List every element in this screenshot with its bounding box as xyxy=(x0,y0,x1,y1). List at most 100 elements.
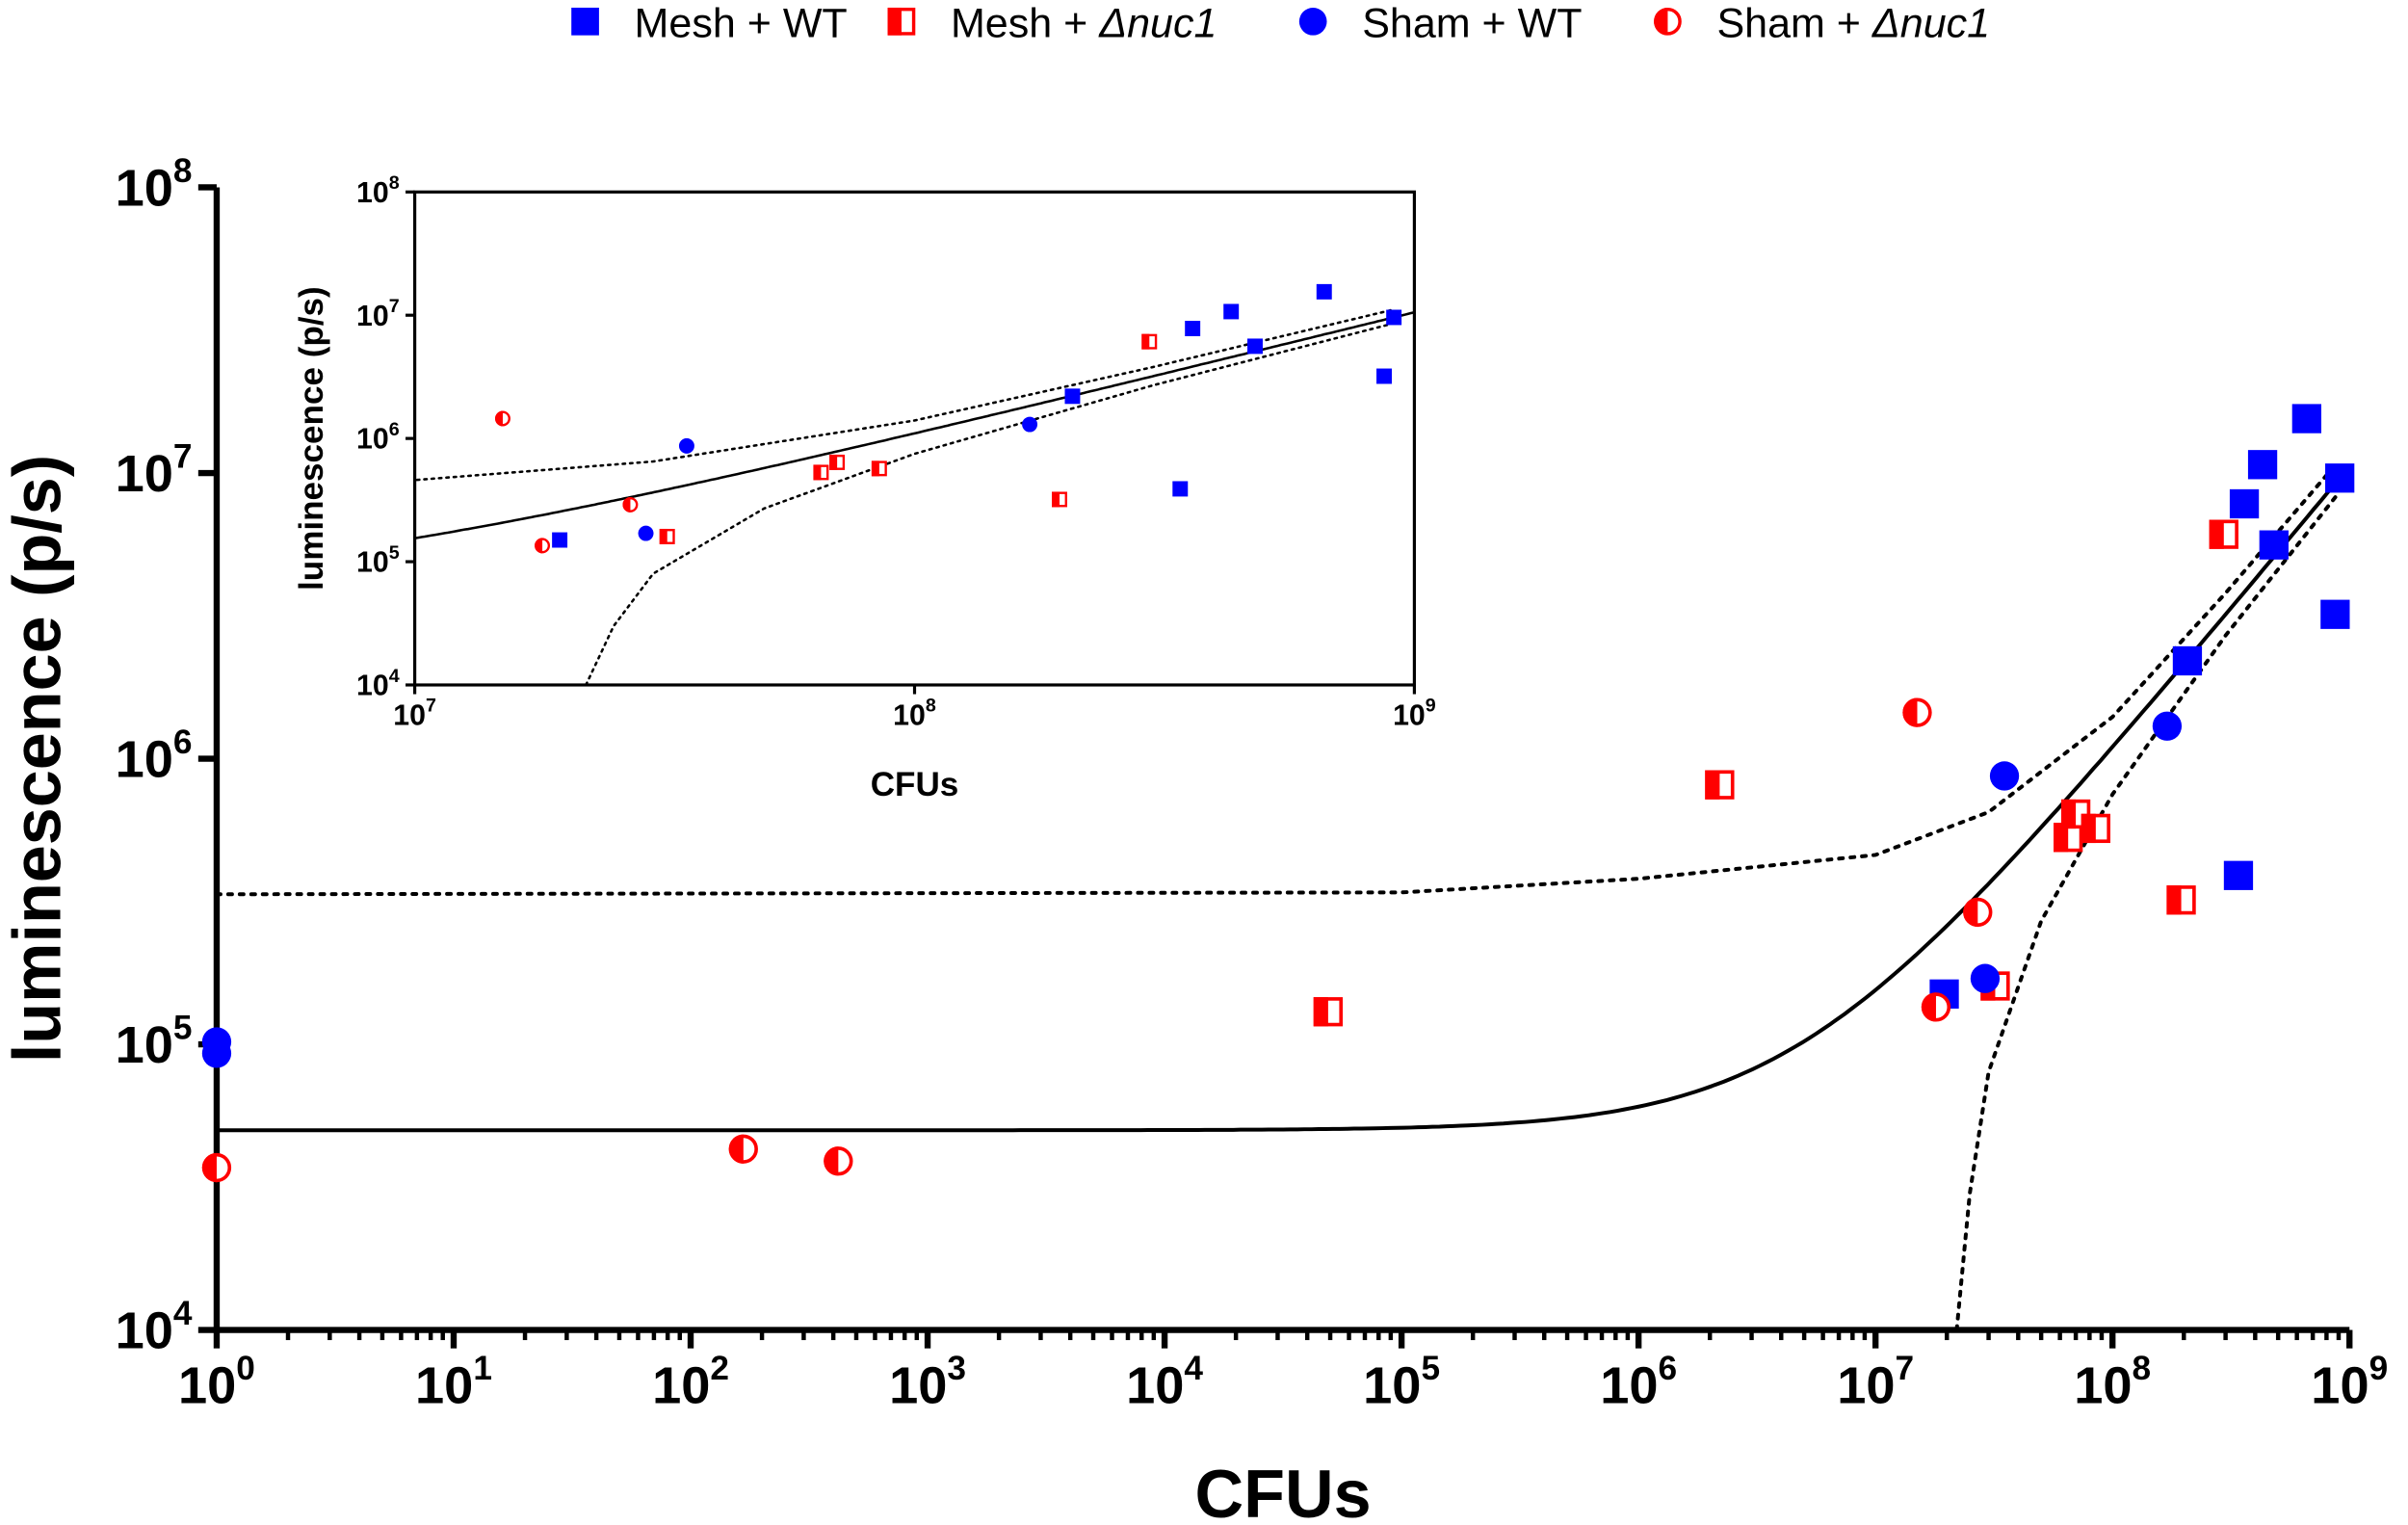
data-point-square xyxy=(1185,321,1201,336)
square-marker xyxy=(552,532,568,548)
data-point-circle xyxy=(1989,761,2020,791)
data-point-half-circle xyxy=(622,496,639,513)
square-marker xyxy=(1247,338,1263,355)
half-circle-fill xyxy=(728,1134,744,1164)
tick-base: 10 xyxy=(356,547,389,579)
square-marker xyxy=(1223,303,1240,320)
circle-marker xyxy=(1989,761,2020,791)
legend-item: Mesh + WT xyxy=(571,0,848,46)
data-point-circle xyxy=(638,525,654,541)
half-square-fill xyxy=(2166,885,2182,915)
data-point-square xyxy=(2259,530,2289,560)
legend-item: Mesh + Δnuc1 xyxy=(887,0,1217,46)
data-point-square xyxy=(1247,338,1263,355)
legend-label-italic: Δnuc1 xyxy=(1098,0,1217,46)
data-point-half-circle xyxy=(1902,697,1932,727)
square-marker xyxy=(1376,368,1392,384)
circle-marker xyxy=(1298,7,1327,36)
legend: Mesh + WT Mesh + Δnuc1 Sham + WT Sham + Δnu… xyxy=(571,0,1990,46)
half-square-fill xyxy=(1141,333,1150,350)
curves xyxy=(216,459,2350,1330)
half-circle-fill xyxy=(1902,697,1918,727)
data-points xyxy=(495,283,1402,554)
data-point-half-circle xyxy=(201,1152,232,1183)
x-tick-label: 109 xyxy=(1393,696,1436,732)
legend-label: Sham + WT xyxy=(1362,0,1582,46)
data-point-half-square xyxy=(659,528,675,544)
tick-base: 10 xyxy=(2311,1357,2369,1415)
half-square-fill xyxy=(659,528,667,544)
confidence-band-lower xyxy=(585,322,1393,685)
tick-base: 10 xyxy=(889,1357,947,1415)
legend-label-main: Mesh + WT xyxy=(635,0,848,46)
data-point-half-circle xyxy=(535,538,551,554)
tick-base: 10 xyxy=(356,670,389,702)
square-marker xyxy=(1185,321,1201,336)
data-point-square xyxy=(1223,303,1240,320)
tick-base: 10 xyxy=(1837,1357,1895,1415)
half-square-fill xyxy=(887,7,902,36)
tick-base: 10 xyxy=(116,159,173,217)
square-marker xyxy=(2172,645,2203,676)
data-point-circle xyxy=(1022,416,1038,433)
square-marker xyxy=(571,7,599,36)
tick-base: 10 xyxy=(893,699,926,731)
half-square-fill xyxy=(2209,519,2224,549)
half-square-fill xyxy=(2060,799,2077,829)
tick-base: 10 xyxy=(356,177,389,209)
data-point-half-square xyxy=(2081,813,2110,844)
legend-marker-square xyxy=(571,7,599,36)
data-point-half-circle xyxy=(1963,897,1993,928)
tick-exponent: 5 xyxy=(389,542,400,564)
tick-exponent: 7 xyxy=(1896,1350,1915,1387)
data-point-circle xyxy=(2152,711,2183,741)
tick-exponent: 8 xyxy=(173,152,193,190)
y-tick-label: 106 xyxy=(116,723,193,788)
tick-exponent: 4 xyxy=(173,1295,193,1332)
tick-exponent: 1 xyxy=(473,1350,492,1387)
confidence-band-upper xyxy=(216,459,2341,897)
data-point-square xyxy=(1316,283,1332,300)
data-point-square xyxy=(1172,481,1189,497)
legend-marker-half-circle xyxy=(1654,7,1682,36)
data-point-square xyxy=(2325,463,2355,493)
legend-marker-circle xyxy=(1298,7,1327,36)
data-point-half-circle xyxy=(728,1134,758,1164)
tick-exponent: 2 xyxy=(710,1350,729,1387)
tick-base: 10 xyxy=(2074,1357,2132,1415)
data-point-half-square xyxy=(1313,997,1344,1027)
half-circle-fill xyxy=(495,410,503,427)
legend-label: Sham + Δnuc1 xyxy=(1716,0,1990,46)
square-marker xyxy=(1064,388,1081,405)
data-point-half-square xyxy=(871,460,887,477)
square-marker xyxy=(1386,309,1402,326)
plot-frame xyxy=(413,190,1416,687)
tick-exponent: 7 xyxy=(389,296,400,317)
square-marker xyxy=(2291,404,2321,434)
square-marker xyxy=(1316,283,1332,300)
x-tick-label: 109 xyxy=(2311,1350,2388,1414)
y-tick-label: 108 xyxy=(356,172,400,209)
tick-exponent: 9 xyxy=(2369,1350,2389,1387)
data-point-square xyxy=(1064,388,1081,405)
circle-marker xyxy=(2152,711,2183,741)
tick-base: 10 xyxy=(1393,699,1426,731)
half-circle-fill xyxy=(1921,992,1936,1022)
tick-exponent: 8 xyxy=(926,696,936,717)
x-tick-label: 106 xyxy=(1600,1350,1677,1414)
tick-base: 10 xyxy=(393,699,426,731)
y-tick-label: 104 xyxy=(116,1295,193,1359)
half-square-fill xyxy=(2081,813,2096,844)
legend-item: Sham + Δnuc1 xyxy=(1654,0,1990,46)
tick-base: 10 xyxy=(356,424,389,456)
x-tick-label: 107 xyxy=(1837,1350,1914,1414)
tick-exponent: 0 xyxy=(236,1350,255,1387)
tick-base: 10 xyxy=(116,730,173,788)
y-tick-label: 107 xyxy=(356,296,400,332)
data-point-half-square xyxy=(829,454,846,470)
tick-base: 10 xyxy=(116,1016,173,1074)
y-tick-label: 105 xyxy=(116,1010,193,1074)
tick-base: 10 xyxy=(652,1357,710,1415)
x-tick-label: 108 xyxy=(893,696,936,732)
